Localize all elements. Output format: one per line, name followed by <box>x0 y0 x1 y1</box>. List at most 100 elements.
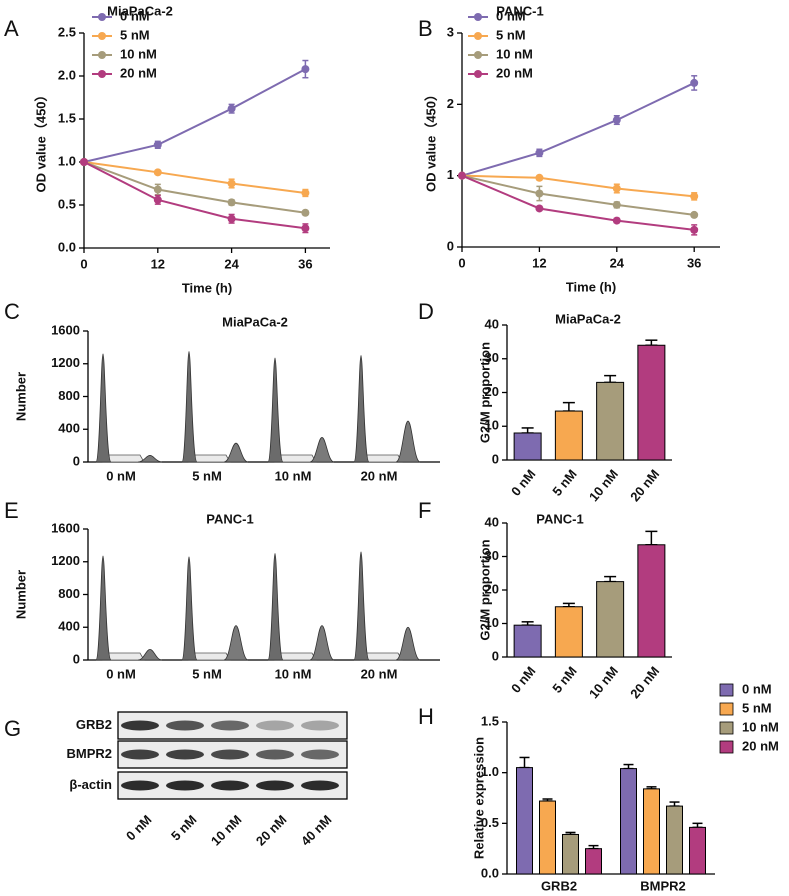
series-line <box>83 161 306 194</box>
g2-peak <box>395 626 421 661</box>
g2-peak <box>309 437 335 463</box>
panel-label: G <box>4 716 21 741</box>
x-tick-label: 0 <box>458 255 465 270</box>
y-tick-label: 20 <box>485 581 499 596</box>
legend-label: 5 nM <box>120 27 150 42</box>
data-point <box>153 168 162 177</box>
data-point <box>690 192 699 201</box>
g1-peak <box>267 357 284 463</box>
panel-label: C <box>4 299 20 324</box>
chart-title: MiaPaCa-2 <box>222 314 288 329</box>
y-tick-label: 1200 <box>51 553 80 568</box>
y-axis-label: Number <box>13 570 28 619</box>
data-point <box>612 200 621 209</box>
y-tick-label: 0 <box>492 648 499 663</box>
blot-band <box>121 720 159 731</box>
legend-swatch <box>719 702 734 716</box>
bar <box>585 848 602 875</box>
g1-peak <box>181 351 198 463</box>
y-axis-label: OD value（450） <box>33 88 48 192</box>
x-tick-label: 24 <box>610 255 625 270</box>
data-point <box>612 216 621 225</box>
panel-label: E <box>4 498 19 523</box>
data-point <box>458 171 466 180</box>
panel-label: H <box>418 704 434 729</box>
bar <box>620 768 637 875</box>
x-tick-label: 20 nM <box>361 666 398 681</box>
y-axis-label: G2/M proportion <box>477 539 492 640</box>
legend-label: 5 nM <box>496 27 526 42</box>
blot-band <box>301 780 339 791</box>
x-tick-label: 5 nM <box>192 468 222 483</box>
chart-title: PANC-1 <box>536 511 583 526</box>
series-line <box>83 68 306 163</box>
data-point <box>612 184 621 193</box>
data-point <box>227 104 236 113</box>
g1-peak <box>267 553 284 661</box>
blot-band <box>301 749 339 760</box>
data-point <box>301 224 310 233</box>
x-tick-label: 10 nM <box>586 663 621 701</box>
y-tick-label: 0.5 <box>58 196 76 211</box>
y-tick-label: 800 <box>58 388 80 403</box>
data-point <box>535 173 544 182</box>
y-tick-label: 40 <box>485 514 499 529</box>
bar <box>596 581 625 658</box>
blot-band <box>211 720 249 731</box>
data-point <box>227 179 236 188</box>
bar <box>562 833 579 875</box>
legend-label: 20 nM <box>742 738 779 753</box>
y-axis-label: OD value（450） <box>423 88 438 192</box>
y-tick-label: 0.0 <box>58 239 76 254</box>
bar <box>516 767 533 875</box>
y-tick-label: 0.0 <box>481 865 499 880</box>
x-tick-label: 20 nM <box>361 468 398 483</box>
bar <box>666 805 683 875</box>
data-point <box>301 208 310 217</box>
legend-label: 20 nM <box>120 65 157 80</box>
bar <box>513 624 542 658</box>
panel-label: D <box>418 299 434 324</box>
legend-label: 10 nM <box>496 46 533 61</box>
blot-row-label: β-actin <box>69 777 112 792</box>
legend-marker <box>474 70 482 78</box>
x-tick-label: 0 nM <box>106 468 136 483</box>
y-tick-label: 1600 <box>51 322 80 337</box>
data-point <box>535 148 544 157</box>
y-tick-label: 0 <box>492 451 499 466</box>
data-point <box>153 140 162 149</box>
data-point <box>301 188 310 197</box>
panel-label: F <box>418 498 431 523</box>
legend-label: 5 nM <box>742 700 772 715</box>
blot-lane-label: 20 nM <box>253 812 290 849</box>
data-point <box>227 214 236 223</box>
y-tick-label: 10 <box>485 615 499 630</box>
y-tick-label: 0 <box>73 453 80 468</box>
x-tick-label: 10 nM <box>586 466 621 504</box>
y-tick-label: 30 <box>485 548 499 563</box>
x-tick-label: 0 nM <box>508 466 539 498</box>
chart-title: MiaPaCa-2 <box>107 3 173 18</box>
g2-peak <box>223 625 249 661</box>
bar <box>637 344 666 461</box>
y-axis-label: G2/M proportion <box>477 342 492 443</box>
y-tick-label: 3 <box>447 24 454 39</box>
x-tick-label: 10 nM <box>275 666 312 681</box>
x-tick-label: 36 <box>298 256 312 271</box>
x-tick-label: 36 <box>687 255 701 270</box>
legend-marker <box>474 13 482 21</box>
panel-label: A <box>4 16 19 41</box>
y-tick-label: 1.0 <box>58 153 76 168</box>
x-tick-label: 10 nM <box>275 468 312 483</box>
legend-label: 0 nM <box>742 681 772 696</box>
x-tick-label: 0 nM <box>106 666 136 681</box>
x-axis-label: Time (h) <box>182 280 232 295</box>
g2-peak <box>309 625 335 661</box>
bar <box>554 410 583 461</box>
y-tick-label: 800 <box>58 586 80 601</box>
bar <box>539 800 556 875</box>
x-axis-label: Time (h) <box>566 279 616 294</box>
y-axis-label: Relative expression <box>471 737 486 859</box>
legend-marker <box>98 51 106 59</box>
x-tick-label: 5 nM <box>549 466 580 498</box>
